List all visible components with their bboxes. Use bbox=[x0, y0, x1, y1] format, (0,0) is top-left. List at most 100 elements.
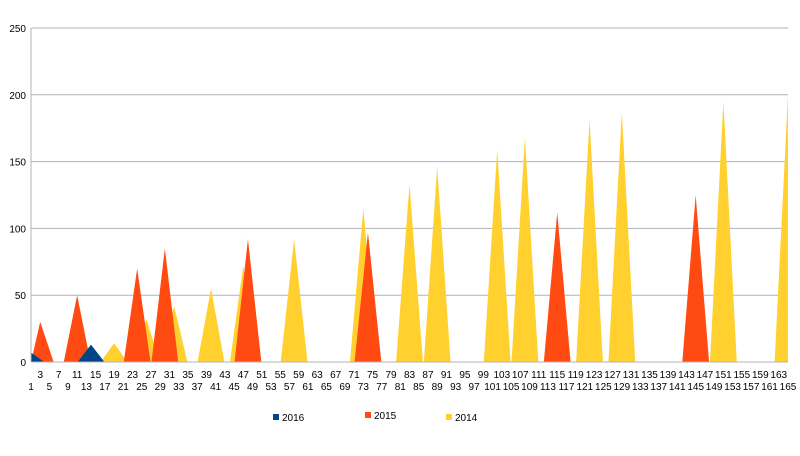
area-spike-2014 bbox=[280, 239, 308, 362]
x-tick-label: 157 bbox=[743, 382, 760, 393]
x-tick-label: 39 bbox=[201, 370, 213, 381]
x-tick-label: 55 bbox=[275, 370, 287, 381]
area-spike-2014 bbox=[576, 120, 603, 363]
x-tick-label: 51 bbox=[256, 370, 268, 381]
x-tick-label: 99 bbox=[478, 370, 490, 381]
x-tick-label: 77 bbox=[376, 382, 388, 393]
x-tick-label: 75 bbox=[367, 370, 379, 381]
x-tick-label: 109 bbox=[521, 382, 538, 393]
x-tick-label: 43 bbox=[219, 370, 231, 381]
x-tick-label: 67 bbox=[330, 370, 342, 381]
y-tick-label: 0 bbox=[20, 358, 26, 369]
x-tick-label: 45 bbox=[229, 382, 241, 393]
x-tick-label: 151 bbox=[715, 370, 732, 381]
x-tick-label: 21 bbox=[118, 382, 130, 393]
x-tick-label: 27 bbox=[145, 370, 157, 381]
x-tick-label: 111 bbox=[531, 370, 547, 381]
area-spike-2014 bbox=[197, 288, 225, 362]
x-tick-label: 147 bbox=[697, 370, 714, 381]
area-spike-2014 bbox=[511, 137, 539, 362]
x-tick-label: 133 bbox=[632, 382, 649, 393]
x-tick-label: 7 bbox=[56, 370, 62, 381]
x-tick-label: 135 bbox=[641, 370, 658, 381]
x-tick-label: 19 bbox=[109, 370, 121, 381]
area-spike-2015 bbox=[63, 295, 91, 362]
x-tick-label: 139 bbox=[660, 370, 677, 381]
area-spike-2014 bbox=[100, 343, 128, 362]
area-spike-2014 bbox=[608, 112, 636, 362]
area-spike-2015 bbox=[234, 239, 262, 362]
x-tick-label: 97 bbox=[469, 382, 481, 393]
x-tick-label: 103 bbox=[493, 370, 510, 381]
area-spike-2015 bbox=[151, 248, 179, 362]
x-tick-label: 33 bbox=[173, 382, 185, 393]
x-tick-label: 49 bbox=[247, 382, 259, 393]
x-tick-label: 73 bbox=[358, 382, 370, 393]
x-tick-label: 83 bbox=[404, 370, 416, 381]
area-spike-2015 bbox=[354, 232, 382, 362]
x-tick-label: 137 bbox=[650, 382, 667, 393]
plot-area bbox=[31, 94, 788, 363]
area-spike-2015 bbox=[31, 321, 54, 362]
x-tick-label: 105 bbox=[503, 382, 520, 393]
x-tick-label: 89 bbox=[432, 382, 444, 393]
x-tick-label: 161 bbox=[761, 382, 778, 393]
x-tick-label: 119 bbox=[568, 370, 584, 381]
x-tick-label: 125 bbox=[595, 382, 612, 393]
x-tick-label: 61 bbox=[302, 382, 314, 393]
x-tick-label: 57 bbox=[284, 382, 296, 393]
y-tick-label: 50 bbox=[15, 291, 27, 302]
x-tick-label: 59 bbox=[293, 370, 305, 381]
x-tick-label: 115 bbox=[549, 370, 565, 381]
x-tick-label: 13 bbox=[81, 382, 93, 393]
x-tick-label: 121 bbox=[577, 382, 594, 393]
area-spike-2015 bbox=[123, 268, 151, 362]
x-tick-label: 155 bbox=[733, 370, 750, 381]
x-tick-label: 25 bbox=[136, 382, 148, 393]
x-tick-label: 5 bbox=[47, 382, 53, 393]
x-tick-label: 17 bbox=[99, 382, 111, 393]
x-tick-label: 163 bbox=[770, 370, 787, 381]
x-tick-label: 65 bbox=[321, 382, 333, 393]
x-tick-label: 81 bbox=[395, 382, 407, 393]
x-tick-label: 41 bbox=[210, 382, 222, 393]
x-tick-label: 85 bbox=[413, 382, 425, 393]
area-spike-2016 bbox=[31, 352, 45, 362]
area-spike-2014 bbox=[423, 166, 451, 362]
legend-swatch bbox=[365, 412, 371, 418]
x-tick-label: 149 bbox=[706, 382, 723, 393]
x-tick-label: 37 bbox=[192, 382, 204, 393]
x-tick-label: 31 bbox=[164, 370, 176, 381]
area-spike-2014 bbox=[396, 184, 423, 362]
x-tick-label: 23 bbox=[127, 370, 139, 381]
x-tick-label: 11 bbox=[72, 370, 83, 381]
x-tick-label: 129 bbox=[613, 382, 630, 393]
legend-label: 2014 bbox=[455, 413, 478, 424]
x-tick-label: 35 bbox=[182, 370, 194, 381]
x-tick-label: 9 bbox=[65, 382, 71, 393]
legend-label: 2016 bbox=[282, 413, 305, 424]
x-tick-label: 69 bbox=[339, 382, 351, 393]
x-tick-label: 117 bbox=[558, 382, 574, 393]
area-spike-2015 bbox=[682, 195, 710, 362]
x-tick-label: 95 bbox=[459, 370, 471, 381]
x-tick-label: 91 bbox=[441, 370, 453, 381]
legend-swatch bbox=[273, 414, 279, 420]
x-tick-label: 141 bbox=[669, 382, 686, 393]
area-spike-2014 bbox=[483, 149, 511, 362]
x-tick-label: 79 bbox=[385, 370, 397, 381]
area-spike-2014 bbox=[709, 101, 737, 362]
x-tick-label: 131 bbox=[623, 370, 640, 381]
legend-swatch bbox=[446, 414, 452, 420]
x-tick-label: 29 bbox=[155, 382, 167, 393]
x-tick-label: 87 bbox=[422, 370, 434, 381]
x-tick-label: 93 bbox=[450, 382, 462, 393]
x-tick-label: 1 bbox=[28, 382, 34, 393]
legend-label: 2015 bbox=[374, 411, 397, 422]
x-tick-label: 47 bbox=[238, 370, 250, 381]
x-tick-label: 3 bbox=[37, 370, 43, 381]
x-tick-label: 165 bbox=[780, 382, 797, 393]
